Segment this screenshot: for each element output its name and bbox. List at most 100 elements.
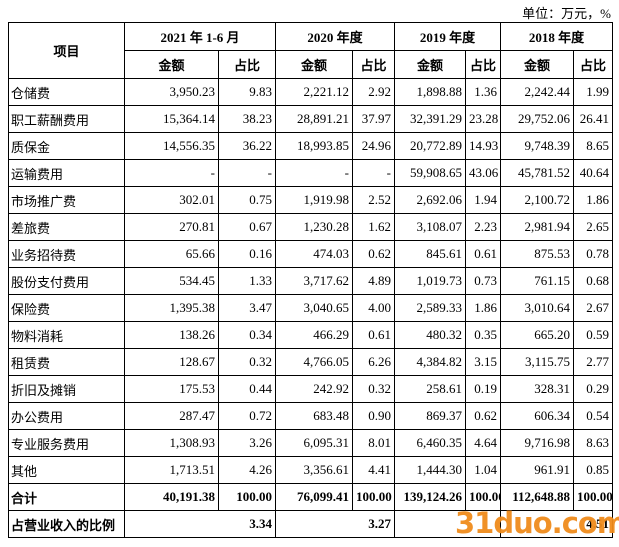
table-cell: -: [218, 159, 276, 187]
table-cell: 2,692.06: [394, 186, 467, 214]
table-cell: 2,221.12: [275, 78, 353, 106]
table-cell: 1,308.93: [124, 429, 219, 457]
table-cell: 1.33: [218, 267, 276, 295]
table-row: 物料消耗 138.26 0.34 466.29 0.61 480.32 0.35 665.20…: [8, 321, 614, 349]
table-row: 业务招待费 65.66 0.16 474.03 0.62 845.61 0.61 875.53…: [8, 240, 614, 268]
table-cell: 242.92: [275, 375, 353, 403]
table-cell: 24.96: [351, 132, 396, 160]
table-cell: 0.67: [218, 213, 276, 241]
table-cell: 1.86: [573, 186, 614, 214]
header-cell: 占比: [218, 50, 276, 79]
table-cell: 0.35: [465, 321, 502, 349]
unit-note: 单位：万元，%: [522, 6, 611, 21]
header-cell: 金额: [275, 50, 353, 79]
table-cell: 3,010.64: [500, 294, 575, 322]
table-cell: 1.62: [351, 213, 396, 241]
table-cell: 合计: [8, 483, 125, 511]
table-cell: 2,242.44: [500, 78, 575, 106]
table-cell: 8.63: [573, 429, 614, 457]
table-cell: 2.67: [573, 294, 614, 322]
table-cell: 36.22: [218, 132, 276, 160]
table-cell: 折旧及摊销: [8, 375, 125, 403]
table-cell: 1.99: [573, 78, 614, 106]
table-cell: 606.34: [500, 402, 575, 430]
table-cell: 0.62: [351, 240, 396, 268]
table-cell: 2,589.33: [394, 294, 467, 322]
table-cell: 1,919.98: [275, 186, 353, 214]
table-cell: 租赁费: [8, 348, 125, 376]
table-cell: 534.45: [124, 267, 219, 295]
table-cell: 3.26: [218, 429, 276, 457]
header-cell: 2019 年度: [394, 22, 502, 51]
table-cell: 6,095.31: [275, 429, 353, 457]
table-cell: 0.29: [573, 375, 614, 403]
table-cell: 480.32: [394, 321, 467, 349]
table-cell: 差旅费: [8, 213, 125, 241]
header-row: 项目 2021 年 1-6 月 2020 年度 2019 年度 2018 年度: [8, 22, 614, 79]
table-cell: 59,908.65: [394, 159, 467, 187]
table-cell: 0.62: [465, 402, 502, 430]
expense-table: 项目 2021 年 1-6 月 2020 年度 2019 年度 2018 年度 金额 占比金…: [8, 22, 614, 538]
table-cell: 占营业收入的比例: [8, 510, 125, 538]
table-cell: 4.64: [465, 429, 502, 457]
table-cell: 961.91: [500, 456, 575, 484]
table-cell: 2.23: [465, 213, 502, 241]
table-cell: 其他: [8, 456, 125, 484]
table-cell: 328.31: [500, 375, 575, 403]
table-cell: 38.23: [218, 105, 276, 133]
table-cell: 869.37: [394, 402, 467, 430]
header-row: 金额 占比 金额 占比 金额 占比 金额 占比: [9, 50, 614, 79]
table-cell: 6,460.35: [394, 429, 467, 457]
table-row: 质保金 14,556.35 36.22 18,993.85 24.96 20,772.89…: [8, 132, 614, 160]
table-cell: 0.54: [573, 402, 614, 430]
table-cell: 23.28: [465, 105, 502, 133]
table-cell: 运输费用: [8, 159, 125, 187]
table-cell: 8.65: [573, 132, 614, 160]
header-cell: 占比: [351, 50, 396, 79]
table-cell: 875.53: [500, 240, 575, 268]
table-cell: 761.15: [500, 267, 575, 295]
table-cell: 业务招待费: [8, 240, 125, 268]
table-cell: 2,981.94: [500, 213, 575, 241]
table-cell: 15,364.14: [124, 105, 219, 133]
table-cell: 845.61: [394, 240, 467, 268]
table-cell: 40.64: [573, 159, 614, 187]
table-cell: 287.47: [124, 402, 219, 430]
table-cell: 14.93: [465, 132, 502, 160]
table-cell: 0.19: [465, 375, 502, 403]
table-header: 项目 2021 年 1-6 月 2020 年度 2019 年度 2018 年度 金额 占比金…: [8, 22, 614, 79]
table-row: 保险费 1,395.38 3.47 3,040.65 4.00 2,589.33 1.86 3…: [8, 294, 614, 322]
table-cell: -: [124, 159, 219, 187]
table-cell: 302.01: [124, 186, 219, 214]
table-row: 其他 1,713.51 4.26 3,356.61 4.41 1,444.30 1.04 96…: [8, 456, 614, 484]
table-cell: 市场推广费: [8, 186, 125, 214]
table-cell: 1,019.73: [394, 267, 467, 295]
total-row: 合计 40,191.38 100.00 76,099.41 100.00 139,124.…: [8, 483, 614, 511]
table-cell: 2.65: [573, 213, 614, 241]
table-cell: 专业服务费用: [8, 429, 125, 457]
table-cell: 办公费用: [8, 402, 125, 430]
table-cell: 100.00: [218, 483, 276, 511]
table-cell: 0.61: [465, 240, 502, 268]
table-cell: 26.41: [573, 105, 614, 133]
ratio-row: 占营业收入的比例 3.34 3.27 4.51: [8, 510, 614, 538]
table-cell: 0.78: [573, 240, 614, 268]
table-row: 职工薪酬费用 15,364.14 38.23 28,891.21 37.97 32,391…: [8, 105, 614, 133]
table-cell: 9,748.39: [500, 132, 575, 160]
table-cell: 0.68: [573, 267, 614, 295]
table-cell: 3.27: [274, 510, 396, 538]
table-cell: 质保金: [8, 132, 125, 160]
table-cell: -: [351, 159, 396, 187]
table-cell: 3.47: [218, 294, 276, 322]
table-cell: 1.94: [465, 186, 502, 214]
table-cell: 128.67: [124, 348, 219, 376]
table-cell: -: [275, 159, 353, 187]
table-row: 折旧及摊销 175.53 0.44 242.92 0.32 258.61 0.19 328.3…: [8, 375, 614, 403]
table-row: 仓储费 3,950.23 9.83 2,221.12 2.92 1,898.88 1.36 2…: [8, 78, 614, 106]
table-cell: 100.00: [351, 483, 396, 511]
table-cell: 0.90: [351, 402, 396, 430]
table-cell: 683.48: [275, 402, 353, 430]
table-cell: 76,099.41: [275, 483, 353, 511]
table-cell: 4.41: [351, 456, 396, 484]
table-body: 仓储费 3,950.23 9.83 2,221.12 2.92 1,898.88 1.36 2…: [8, 78, 614, 538]
